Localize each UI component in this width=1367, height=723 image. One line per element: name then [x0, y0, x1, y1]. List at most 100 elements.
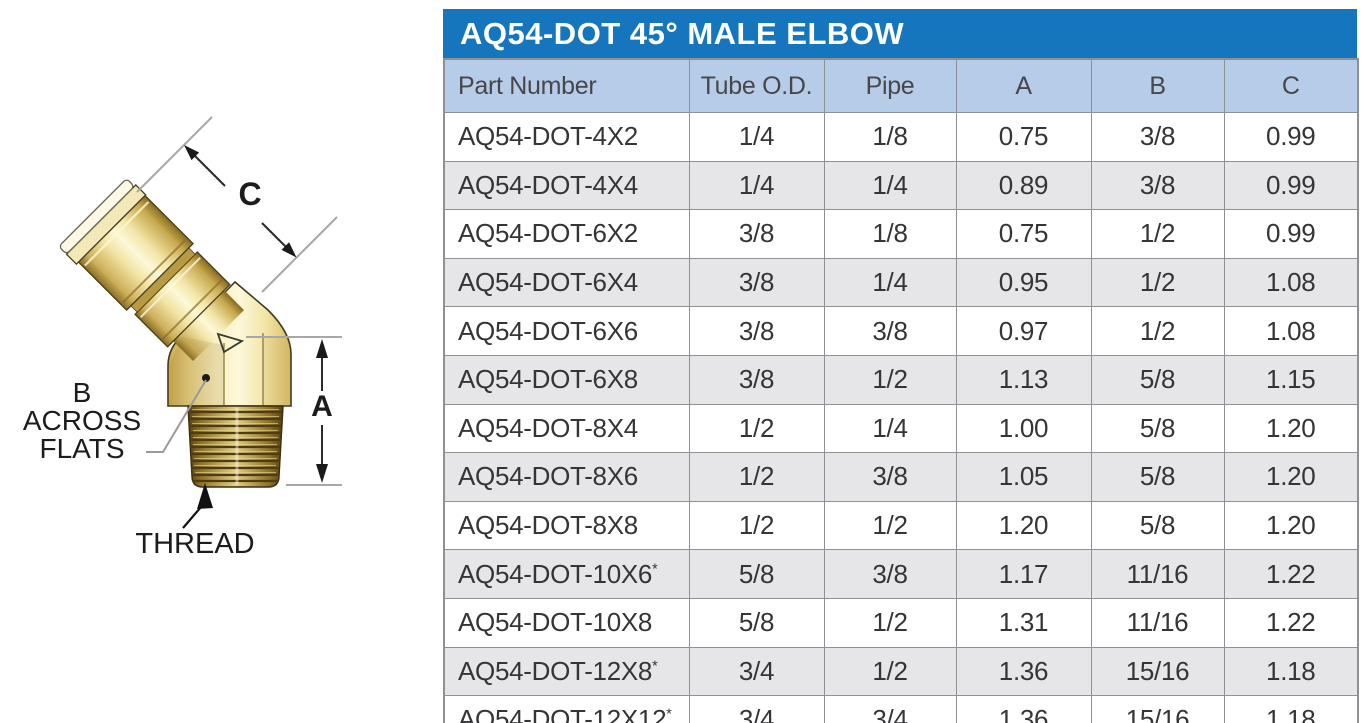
cell-c: 1.15 [1223, 354, 1359, 405]
cell-tube-od: 1/2 [688, 500, 825, 551]
cell-b: 5/8 [1090, 500, 1225, 551]
across-flats-callout: B ACROSS FLATS [23, 377, 207, 464]
cell-part-number: AQ54-DOT-6X2 [443, 209, 690, 259]
cell-part-number: AQ54-DOT-8X8 [443, 500, 690, 551]
cell-pipe: 1/8 [823, 209, 957, 259]
cell-a: 0.95 [955, 257, 1092, 308]
cell-tube-od: 1/4 [688, 112, 825, 162]
footnote-asterisk: * [666, 706, 672, 723]
table-row: AQ54-DOT-12X12* 3/4 3/4 1.36 15/16 1.18 [443, 695, 1359, 723]
cell-part-number: AQ54-DOT-12X12* [443, 695, 690, 723]
table-row: AQ54-DOT-8X8 1/2 1/2 1.20 5/8 1.20 [443, 500, 1359, 551]
cell-part-number: AQ54-DOT-12X8* [443, 646, 690, 697]
cell-pipe: 1/8 [823, 112, 957, 162]
cell-pipe: 1/4 [823, 257, 957, 308]
cell-pipe: 1/2 [823, 597, 957, 648]
table-row: AQ54-DOT-6X2 3/8 1/8 0.75 1/2 0.99 [443, 209, 1359, 259]
cell-c: 1.20 [1223, 500, 1359, 551]
cell-b: 5/8 [1090, 354, 1225, 405]
thread-arrow [197, 483, 213, 509]
cell-pipe: 3/4 [823, 695, 957, 723]
cell-b: 1/2 [1090, 257, 1225, 308]
cell-a: 1.20 [955, 500, 1092, 551]
table-row: AQ54-DOT-12X8* 3/4 1/2 1.36 15/16 1.18 [443, 646, 1359, 697]
cell-c: 1.18 [1223, 646, 1359, 697]
cell-tube-od: 3/4 [688, 646, 825, 697]
cell-a: 1.31 [955, 597, 1092, 648]
cell-pipe: 1/4 [823, 160, 957, 211]
cell-a: 1.36 [955, 646, 1092, 697]
cell-tube-od: 3/8 [688, 209, 825, 259]
cell-part-number: AQ54-DOT-8X4 [443, 403, 690, 454]
cell-a: 0.97 [955, 306, 1092, 356]
cell-pipe: 1/2 [823, 354, 957, 405]
cell-c: 1.08 [1223, 306, 1359, 356]
cell-tube-od: 1/2 [688, 403, 825, 454]
cell-part-number: AQ54-DOT-4X4 [443, 160, 690, 211]
dimension-a: A [246, 336, 342, 486]
table-row: AQ54-DOT-10X6* 5/8 3/8 1.17 11/16 1.22 [443, 549, 1359, 599]
cell-tube-od: 3/4 [688, 695, 825, 723]
footnote-asterisk: * [652, 658, 658, 675]
across-flats-label-flats: FLATS [39, 433, 124, 464]
col-header-c: C [1223, 58, 1359, 113]
cell-c: 1.22 [1223, 597, 1359, 648]
table-row: AQ54-DOT-4X2 1/4 1/8 0.75 3/8 0.99 [443, 112, 1359, 162]
cell-b: 15/16 [1090, 695, 1225, 723]
cell-tube-od: 3/8 [688, 306, 825, 356]
cell-tube-od: 5/8 [688, 597, 825, 648]
cell-pipe: 3/8 [823, 306, 957, 356]
cell-pipe: 1/4 [823, 403, 957, 454]
spec-table-panel: AQ54-DOT 45° MALE ELBOW Part Number Tube… [443, 9, 1359, 723]
col-header-pipe: Pipe [823, 58, 957, 113]
thread-label: THREAD [135, 528, 254, 560]
table-row: AQ54-DOT-8X4 1/2 1/4 1.00 5/8 1.20 [443, 403, 1359, 454]
fitting-diagram: C A B ACROSS FLATS [0, 0, 443, 723]
cell-a: 1.05 [955, 452, 1092, 502]
cell-tube-od: 3/8 [688, 257, 825, 308]
cell-pipe: 3/8 [823, 452, 957, 502]
thread-callout: THREAD [135, 483, 255, 560]
push-connect-end [59, 179, 244, 361]
cell-tube-od: 1/2 [688, 452, 825, 502]
cell-b: 11/16 [1090, 597, 1225, 648]
cell-b: 1/2 [1090, 306, 1225, 356]
cell-b: 1/2 [1090, 209, 1225, 259]
col-header-b: B [1090, 58, 1225, 113]
cell-b: 5/8 [1090, 403, 1225, 454]
cell-a: 1.00 [955, 403, 1092, 454]
cell-c: 1.20 [1223, 452, 1359, 502]
cell-b: 5/8 [1090, 452, 1225, 502]
elbow-body [167, 280, 292, 407]
across-flats-label-across: ACROSS [23, 405, 141, 436]
thread-stub [187, 405, 284, 488]
table-row: AQ54-DOT-10X8 5/8 1/2 1.31 11/16 1.22 [443, 597, 1359, 648]
spec-table-body: AQ54-DOT-4X2 1/4 1/8 0.75 3/8 0.99 AQ54-… [443, 112, 1359, 723]
cell-b: 3/8 [1090, 160, 1225, 211]
cell-a: 0.89 [955, 160, 1092, 211]
body-dot-mark [202, 374, 210, 382]
dim-c-label: C [238, 176, 261, 212]
cell-a: 1.13 [955, 354, 1092, 405]
across-flats-label-b: B [73, 377, 92, 408]
cell-part-number: AQ54-DOT-6X8 [443, 354, 690, 405]
cell-a: 0.75 [955, 209, 1092, 259]
table-row: AQ54-DOT-6X8 3/8 1/2 1.13 5/8 1.15 [443, 354, 1359, 405]
cell-c: 1.20 [1223, 403, 1359, 454]
footnote-asterisk: * [652, 560, 658, 577]
cell-c: 0.99 [1223, 209, 1359, 259]
cell-b: 3/8 [1090, 112, 1225, 162]
body-triangle-mark [216, 332, 245, 354]
cell-b: 11/16 [1090, 549, 1225, 599]
table-row: AQ54-DOT-6X6 3/8 3/8 0.97 1/2 1.08 [443, 306, 1359, 356]
cell-part-number: AQ54-DOT-10X8 [443, 597, 690, 648]
cell-part-number: AQ54-DOT-4X2 [443, 112, 690, 162]
cell-pipe: 1/2 [823, 646, 957, 697]
fitting-illustration: C A B ACROSS FLATS [23, 116, 342, 560]
spec-table: Part Number Tube O.D. Pipe A B C AQ54-DO… [443, 58, 1359, 723]
table-row: AQ54-DOT-6X4 3/8 1/4 0.95 1/2 1.08 [443, 257, 1359, 308]
cell-part-number: AQ54-DOT-6X6 [443, 306, 690, 356]
cell-part-number: AQ54-DOT-10X6* [443, 549, 690, 599]
cell-tube-od: 1/4 [688, 160, 825, 211]
header-row: Part Number Tube O.D. Pipe A B C [443, 58, 1359, 113]
